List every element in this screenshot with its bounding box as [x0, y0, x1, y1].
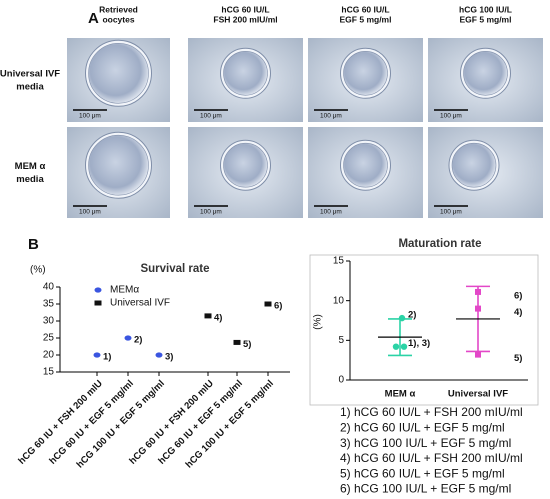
- oocyte: [223, 142, 268, 188]
- point: [155, 352, 163, 358]
- point: [398, 314, 406, 322]
- chart-title: Maturation rate: [398, 238, 481, 250]
- point-label: 5): [514, 353, 522, 364]
- column-header: hCG 60 IU/L: [221, 4, 269, 14]
- point-label: 3): [165, 352, 173, 363]
- scale-label: 100 μm: [200, 113, 222, 120]
- y-tick-label: 5: [338, 335, 344, 346]
- point-label: 6): [514, 290, 522, 301]
- y-tick-label: 25: [43, 333, 55, 344]
- column-header: hCG 60 IU/L: [341, 4, 389, 14]
- oocyte: [451, 142, 497, 188]
- panel-label: B: [28, 236, 39, 253]
- chart-frame: [309, 254, 539, 406]
- point: [475, 288, 481, 295]
- y-tick-label: 30: [43, 316, 55, 327]
- point: [264, 301, 272, 307]
- scale-label: 100 μm: [79, 209, 101, 216]
- column-header: FSH 200 mIU/ml: [213, 14, 277, 24]
- legend-item: 4) hCG 60 IU/L + FSH 200 mIU/ml: [340, 451, 523, 465]
- row-label: media: [16, 82, 44, 93]
- oocyte: [343, 142, 388, 188]
- x-tick-label: Universal IVF: [448, 389, 508, 400]
- legend-item: 6) hCG 100 IU/L + EGF 5 mg/ml: [340, 482, 511, 496]
- point: [475, 305, 481, 312]
- point-label: 4): [214, 312, 222, 323]
- x-tick-label: MEM α: [385, 389, 416, 400]
- column-header: Retrieved: [99, 4, 138, 14]
- point-label: 1), 3): [408, 338, 430, 349]
- chart-title: Survival rate: [140, 263, 209, 275]
- point: [475, 351, 481, 358]
- point: [93, 352, 101, 358]
- point-label: 1): [103, 352, 111, 363]
- y-tick-label: 15: [333, 256, 345, 267]
- row-label: media: [16, 174, 44, 185]
- y-tick-label: 40: [43, 282, 55, 293]
- legend-marker: [94, 287, 102, 293]
- legend-item: 1) hCG 60 IU/L + FSH 200 mIU/ml: [340, 405, 523, 419]
- point-label: 5): [243, 339, 251, 350]
- oocyte: [343, 50, 388, 96]
- legend-label: Universal IVF: [110, 298, 170, 309]
- y-tick-label: 35: [43, 299, 55, 310]
- point: [204, 313, 212, 319]
- scale-label: 100 μm: [320, 209, 342, 216]
- row-label: Universal IVF: [0, 69, 60, 80]
- scale-label: 100 μm: [320, 113, 342, 120]
- scale-label: 100 μm: [440, 209, 462, 216]
- scale-label: 100 μm: [200, 209, 222, 216]
- axis-label: (%): [30, 265, 46, 276]
- point: [400, 343, 408, 350]
- point: [392, 343, 400, 350]
- panel-label: A: [88, 10, 99, 27]
- legend-item: 3) hCG 100 IU/L + EGF 5 mg/ml: [340, 436, 511, 450]
- y-tick-label: 20: [43, 350, 55, 361]
- point: [124, 335, 132, 341]
- scale-label: 100 μm: [79, 113, 101, 120]
- oocyte: [223, 50, 268, 96]
- legend-item: 2) hCG 60 IU/L + EGF 5 mg/ml: [340, 420, 505, 434]
- column-header: hCG 100 IU/L: [459, 4, 512, 14]
- oocyte: [463, 50, 508, 96]
- point-label: 6): [274, 301, 282, 312]
- axis-label: (%): [313, 314, 324, 330]
- y-tick-label: 15: [43, 367, 55, 378]
- legend-label: MEMα: [110, 285, 139, 296]
- legend-marker: [94, 300, 102, 306]
- oocyte: [88, 42, 149, 104]
- scale-label: 100 μm: [440, 113, 462, 120]
- column-header: oocytes: [102, 14, 134, 24]
- point-label: 2): [408, 310, 416, 321]
- y-tick-label: 0: [338, 375, 344, 386]
- point: [233, 339, 241, 345]
- y-tick-label: 10: [333, 295, 345, 306]
- column-header: EGF 5 mg/ml: [460, 14, 512, 24]
- point-label: 2): [134, 335, 142, 346]
- column-header: EGF 5 mg/ml: [340, 14, 392, 24]
- legend-item: 5) hCG 60 IU/L + EGF 5 mg/ml: [340, 466, 505, 480]
- row-label: MEM α: [15, 161, 46, 172]
- point-label: 4): [514, 307, 522, 318]
- oocyte: [88, 134, 149, 196]
